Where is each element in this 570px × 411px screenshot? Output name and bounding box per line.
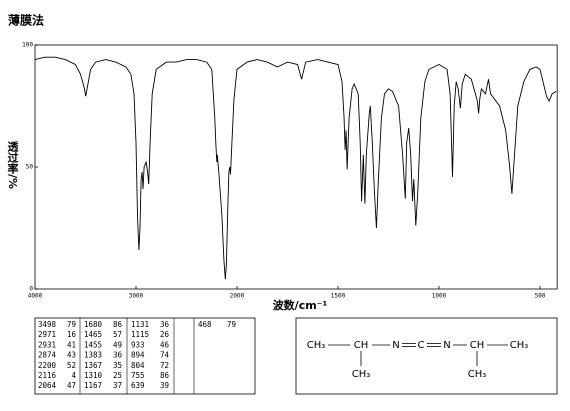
- peak-wavenumber: 933: [131, 340, 145, 349]
- peak-transmittance: 36: [113, 351, 123, 360]
- structure-atom: N: [443, 340, 450, 351]
- peak-transmittance: 41: [67, 340, 76, 349]
- y-tick-label: 50: [26, 164, 34, 171]
- structure-atom: CH₃: [510, 340, 529, 351]
- structure-atom: N: [392, 340, 399, 351]
- peak-transmittance: 4: [71, 371, 76, 380]
- peak-wavenumber: 2200: [38, 361, 57, 370]
- peak-wavenumber: 1455: [84, 340, 102, 349]
- peak-transmittance: 72: [160, 361, 169, 370]
- y-axis-label: 透过率/%: [6, 141, 19, 189]
- plot-frame: [34, 44, 558, 290]
- peak-transmittance: 25: [113, 371, 122, 380]
- x-tick-label: 2000: [230, 293, 245, 300]
- peak-wavenumber: 1680: [84, 320, 103, 329]
- peak-wavenumber: 804: [131, 361, 145, 370]
- peak-transmittance: 39: [160, 381, 169, 390]
- structure-frame: [295, 317, 558, 395]
- peak-wavenumber: 1383: [84, 351, 102, 360]
- peak-wavenumber: 3498: [38, 320, 57, 329]
- peak-wavenumber: 2116: [38, 371, 57, 380]
- peak-transmittance: 46: [160, 340, 170, 349]
- peak-transmittance: 74: [160, 351, 170, 360]
- x-tick-label: 4000: [28, 293, 43, 300]
- x-axis-label: 波数/cm⁻¹: [273, 298, 328, 312]
- peak-wavenumber: 1115: [131, 330, 149, 339]
- structure-atom: CH₃: [352, 369, 371, 380]
- peak-transmittance: 16: [67, 330, 77, 339]
- peak-wavenumber: 894: [131, 351, 145, 360]
- peak-transmittance: 35: [113, 361, 122, 370]
- structure-atom: CH: [470, 340, 485, 351]
- peak-transmittance: 47: [67, 381, 76, 390]
- peak-transmittance: 79: [67, 320, 76, 329]
- peak-wavenumber: 1310: [84, 371, 103, 380]
- peak-wavenumber: 2971: [38, 330, 56, 339]
- y-tick-label: 0: [29, 286, 33, 293]
- peak-transmittance: 26: [160, 330, 170, 339]
- peak-wavenumber: 2874: [38, 351, 57, 360]
- table-frame: [34, 317, 256, 395]
- structure-atom: CH: [354, 340, 369, 351]
- peak-transmittance: 36: [160, 320, 170, 329]
- structure-atom: CH₃: [307, 340, 326, 351]
- x-tick-label: 1500: [331, 293, 346, 300]
- peak-transmittance: 49: [113, 340, 122, 349]
- peak-transmittance: 37: [113, 381, 122, 390]
- peak-wavenumber: 1367: [84, 361, 102, 370]
- peak-transmittance: 43: [67, 351, 76, 360]
- peak-transmittance: 57: [113, 330, 122, 339]
- x-tick-label: 3000: [129, 293, 144, 300]
- y-tick-label: 100: [22, 42, 33, 49]
- x-tick-label: 500: [535, 293, 546, 300]
- peak-wavenumber: 1465: [84, 330, 102, 339]
- spectrum-line: [34, 56, 557, 280]
- peak-wavenumber: 1131: [131, 320, 149, 329]
- peak-wavenumber: 2931: [38, 340, 56, 349]
- structure-bonds: [328, 343, 508, 366]
- peak-transmittance: 86: [160, 371, 170, 380]
- structure-atom: CH₃: [468, 369, 487, 380]
- peak-wavenumber: 755: [131, 371, 145, 380]
- peak-wavenumber: 468: [198, 320, 212, 329]
- x-tick-label: 1000: [432, 293, 447, 300]
- peak-transmittance: 86: [113, 320, 123, 329]
- peak-wavenumber: 1167: [84, 381, 102, 390]
- peak-wavenumber: 639: [131, 381, 145, 390]
- chart-title: 薄膜法: [8, 13, 44, 28]
- structure-atom: C: [418, 340, 425, 351]
- peak-transmittance: 79: [227, 320, 236, 329]
- peak-transmittance: 52: [67, 361, 76, 370]
- peak-wavenumber: 2064: [38, 381, 57, 390]
